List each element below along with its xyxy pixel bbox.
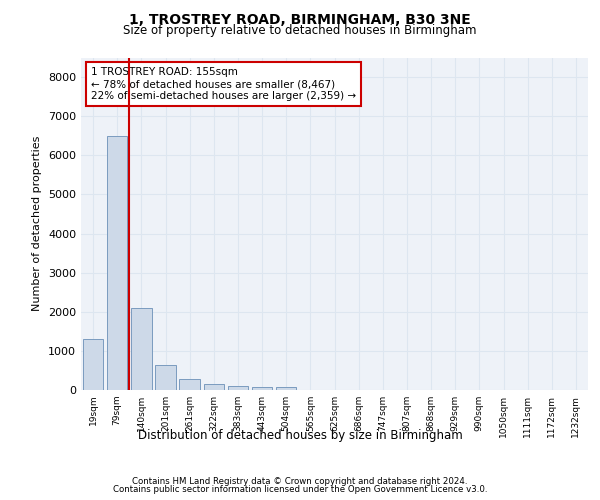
Text: Contains HM Land Registry data © Crown copyright and database right 2024.: Contains HM Land Registry data © Crown c… [132,477,468,486]
Bar [155,364,176,390]
Bar [83,339,103,390]
Bar [107,136,127,390]
Text: 1, TROSTREY ROAD, BIRMINGHAM, B30 3NE: 1, TROSTREY ROAD, BIRMINGHAM, B30 3NE [129,12,471,26]
Bar [179,379,200,390]
Bar [276,388,296,390]
Text: Distribution of detached houses by size in Birmingham: Distribution of detached houses by size … [137,430,463,442]
Text: Size of property relative to detached houses in Birmingham: Size of property relative to detached ho… [123,24,477,37]
Text: Contains public sector information licensed under the Open Government Licence v3: Contains public sector information licen… [113,485,487,494]
Bar [252,388,272,390]
Y-axis label: Number of detached properties: Number of detached properties [32,136,43,312]
Bar [203,384,224,390]
Bar [131,308,152,390]
Bar [227,386,248,390]
Text: 1 TROSTREY ROAD: 155sqm
← 78% of detached houses are smaller (8,467)
22% of semi: 1 TROSTREY ROAD: 155sqm ← 78% of detache… [91,68,356,100]
